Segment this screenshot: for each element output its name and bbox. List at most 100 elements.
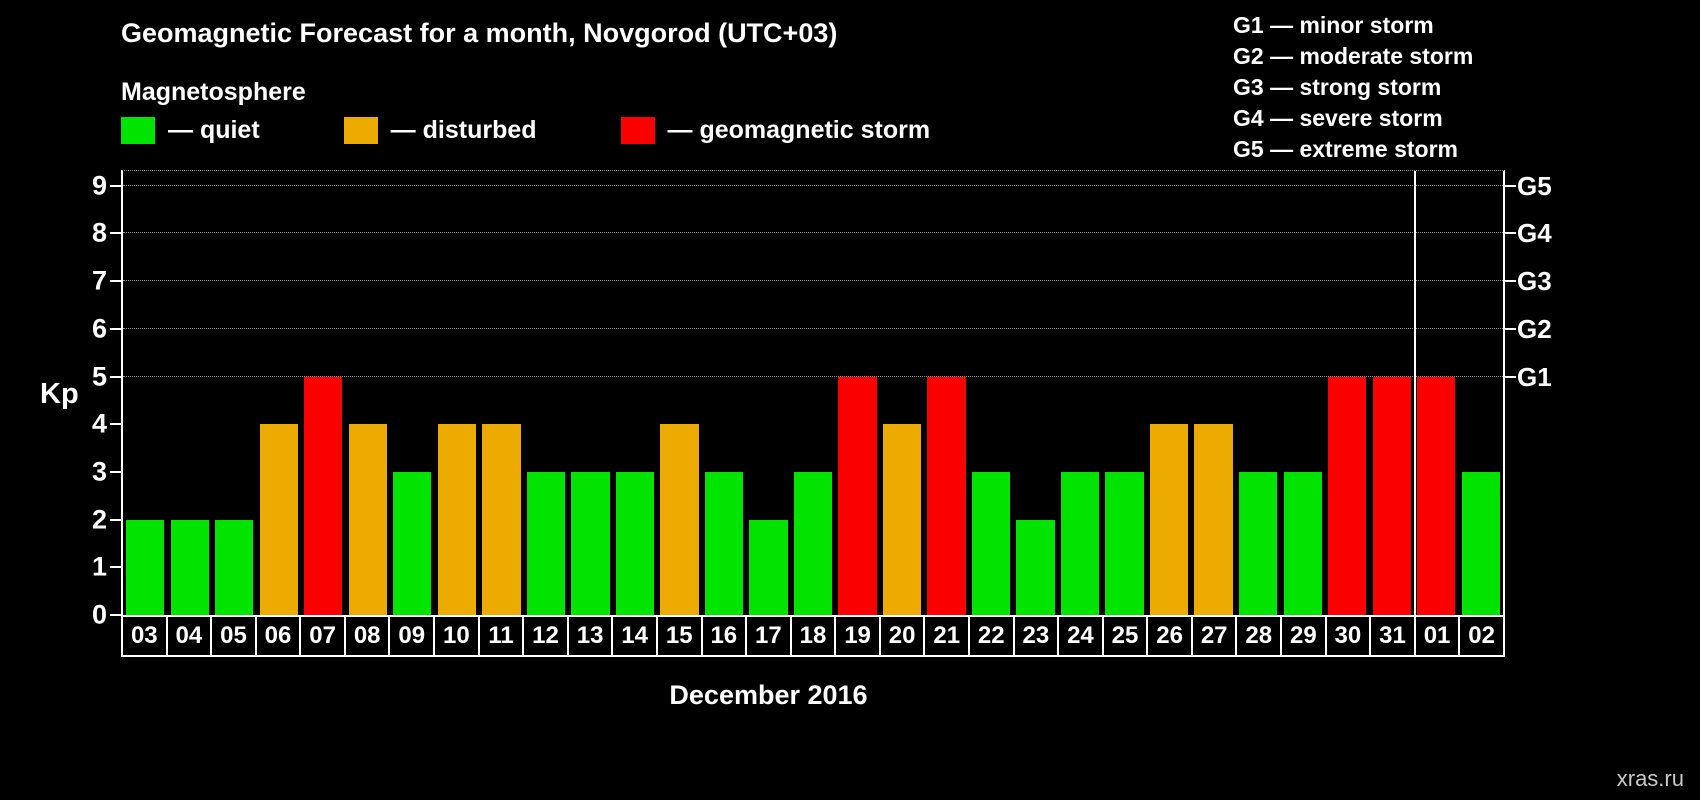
day-label-16: 16 [703, 617, 748, 655]
y-axis-tick-mark-6 [110, 327, 121, 330]
bar-slot-day-22 [969, 171, 1014, 615]
bar-slot-day-06 [257, 171, 302, 615]
y-axis-tick-mark-7 [110, 280, 121, 283]
plot-area: 0 1 2 3 4 5 6 7 8 9 G1 G2 G3 G4 G5 [92, 170, 1552, 628]
x-axis-month-label: December 2016 [669, 680, 868, 710]
y-axis-tick-mark-5 [110, 375, 121, 378]
y-axis-tick-label-4: 4 [91, 408, 107, 439]
kp-bar-day-07 [304, 376, 343, 615]
kp-bar-day-23 [1016, 519, 1055, 615]
y-axis-tick-label-6: 6 [91, 313, 107, 344]
day-label-23: 23 [1015, 617, 1060, 655]
legend-label-quiet: — quiet [168, 116, 260, 144]
kp-bar-day-21 [927, 376, 966, 615]
g-scale-legend-line-5: G5 — extreme storm [1233, 136, 1458, 162]
day-label-26: 26 [1148, 617, 1193, 655]
right-axis-label-G4: G4 [1517, 218, 1552, 249]
kp-bar-day-29 [1283, 471, 1322, 615]
kp-bar-day-08 [348, 424, 387, 615]
bar-slot-day-29 [1280, 171, 1325, 615]
gridline-kp-8 [123, 232, 1503, 234]
day-label-10: 10 [435, 617, 480, 655]
y-axis-tick-label-2: 2 [91, 504, 107, 535]
kp-bar-day-03 [126, 519, 165, 615]
kp-bar-day-28 [1239, 471, 1278, 615]
legend-item-disturbed: — disturbed [343, 116, 537, 145]
kp-bar-day-20 [882, 424, 922, 615]
magnetosphere-legend: — quiet — disturbed — geomagnetic storm [121, 116, 930, 145]
day-label-31: 31 [1371, 617, 1416, 655]
kp-bar-day-25 [1105, 471, 1144, 615]
bar-slot-day-01 [1414, 171, 1459, 615]
legend-label-disturbed: — disturbed [390, 116, 537, 144]
month-boundary-line [1413, 171, 1416, 615]
right-axis-tick-mark-G4 [1505, 232, 1516, 235]
bar-slot-day-03 [123, 171, 168, 615]
bar-slot-day-28 [1236, 171, 1281, 615]
bars-container [123, 171, 1503, 615]
y-axis-tick-mark-8 [110, 232, 121, 235]
kp-bar-day-01 [1417, 376, 1456, 615]
bar-slot-day-13 [568, 171, 613, 615]
bar-slot-day-10 [435, 171, 480, 615]
bar-slot-day-07 [301, 171, 346, 615]
day-label-09: 09 [390, 617, 436, 655]
y-axis-tick-mark-3 [110, 470, 121, 473]
day-label-08: 08 [346, 617, 391, 655]
bar-slot-day-27 [1191, 171, 1236, 615]
day-label-06: 06 [257, 617, 302, 655]
y-axis-tick-label-7: 7 [91, 265, 107, 296]
y-axis-tick-label-0: 0 [91, 599, 107, 630]
kp-bar-day-24 [1060, 471, 1100, 615]
day-label-05: 05 [212, 617, 257, 655]
kp-bar-day-27 [1194, 424, 1233, 615]
right-axis-label-G5: G5 [1517, 170, 1552, 201]
bar-slot-day-12 [524, 171, 569, 615]
legend-item-storm: — geomagnetic storm [620, 116, 930, 145]
bar-slot-day-02 [1458, 171, 1503, 615]
bar-slot-day-05 [212, 171, 257, 615]
right-axis-label-G1: G1 [1517, 361, 1552, 392]
kp-bar-day-30 [1328, 376, 1367, 615]
legend-title: Magnetosphere [121, 78, 306, 106]
right-axis-tick-mark-G1 [1505, 375, 1516, 378]
day-label-18: 18 [792, 617, 837, 655]
bar-slot-day-23 [1013, 171, 1058, 615]
day-label-27: 27 [1193, 617, 1238, 655]
bar-slot-day-30 [1325, 171, 1370, 615]
day-label-15: 15 [658, 617, 703, 655]
kp-bar-day-31 [1372, 376, 1411, 615]
g-scale-legend-line-1: G1 — minor storm [1233, 12, 1434, 38]
day-label-24: 24 [1059, 617, 1104, 655]
y-axis-tick-label-9: 9 [91, 170, 107, 201]
kp-bar-day-17 [749, 519, 788, 615]
day-label-29: 29 [1282, 617, 1327, 655]
kp-bar-day-11 [482, 424, 521, 615]
bar-slot-day-08 [346, 171, 391, 615]
kp-bar-day-15 [660, 424, 699, 615]
day-label-21: 21 [925, 617, 970, 655]
kp-bar-day-18 [793, 471, 833, 615]
gridline-kp-5 [123, 375, 1503, 377]
right-axis-tick-mark-G2 [1505, 327, 1516, 330]
y-axis-tick-mark-9 [110, 184, 121, 187]
chart-title: Geomagnetic Forecast for a month, Novgor… [121, 18, 838, 48]
day-label-01: 01 [1416, 617, 1461, 655]
legend-swatch-quiet [121, 117, 155, 144]
kp-bar-day-04 [170, 519, 209, 615]
kp-bar-day-06 [259, 424, 298, 615]
day-label-04: 04 [168, 617, 213, 655]
kp-bar-day-13 [571, 471, 610, 615]
day-label-22: 22 [970, 617, 1015, 655]
kp-bar-day-16 [704, 471, 744, 615]
legend-swatch-storm [620, 117, 655, 144]
bar-slot-day-04 [168, 171, 213, 615]
day-label-12: 12 [524, 617, 569, 655]
kp-bar-day-05 [215, 519, 254, 615]
bar-slot-day-09 [390, 171, 435, 615]
g-scale-legend-line-2: G2 — moderate storm [1233, 43, 1474, 69]
y-axis-tick-label-5: 5 [91, 361, 107, 392]
y-axis-tick-mark-2 [110, 518, 121, 521]
bar-slot-day-18 [791, 171, 836, 615]
